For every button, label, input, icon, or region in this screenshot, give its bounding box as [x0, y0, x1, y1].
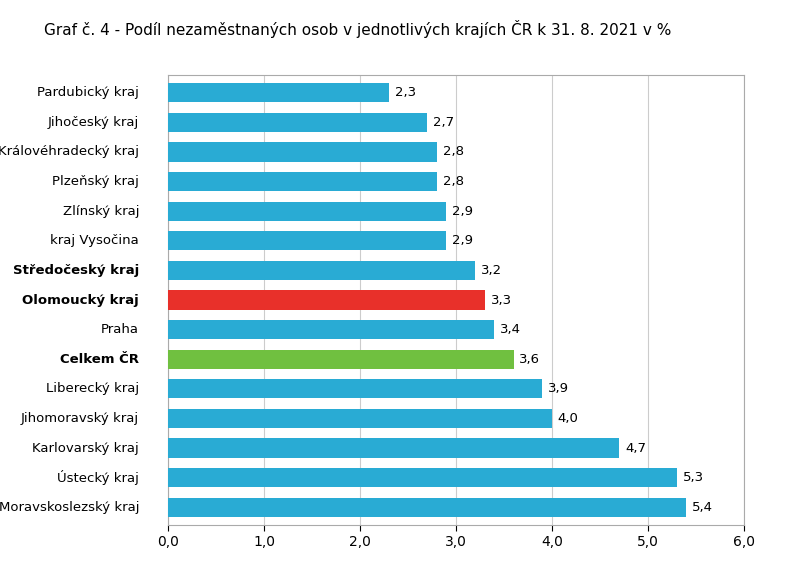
Bar — [168, 83, 389, 102]
Text: Graf č. 4 - Podíl nezaměstnaných osob v jednotlivých krajích ČR k 31. 8. 2021 v : Graf č. 4 - Podíl nezaměstnaných osob v … — [44, 20, 671, 38]
Bar — [168, 409, 552, 428]
Text: 3,4: 3,4 — [500, 323, 521, 336]
Text: 2,9: 2,9 — [452, 205, 473, 218]
Text: Jihomoravský kraj: Jihomoravský kraj — [21, 412, 139, 425]
Text: Ústecký kraj: Ústecký kraj — [58, 470, 139, 485]
Bar — [168, 261, 475, 280]
Text: 2,7: 2,7 — [433, 116, 454, 129]
Text: 3,6: 3,6 — [519, 353, 540, 366]
Text: Moravskoslezský kraj: Moravskoslezský kraj — [0, 501, 139, 514]
Text: Liberecký kraj: Liberecký kraj — [46, 383, 139, 395]
Text: Praha: Praha — [101, 323, 139, 336]
Bar — [168, 468, 677, 488]
Text: 4,7: 4,7 — [625, 441, 646, 455]
Text: kraj Vysočina: kraj Vysočina — [50, 234, 139, 248]
Text: Olomoucký kraj: Olomoucký kraj — [22, 294, 139, 306]
Bar — [168, 320, 494, 339]
Text: Celkem ČR: Celkem ČR — [60, 353, 139, 366]
Text: 2,3: 2,3 — [394, 87, 416, 99]
Bar — [168, 143, 437, 162]
Bar — [168, 379, 542, 399]
Text: 3,2: 3,2 — [481, 264, 502, 277]
Text: 3,9: 3,9 — [548, 383, 569, 395]
Text: Královéhradecký kraj: Královéhradecký kraj — [0, 145, 139, 159]
Text: Pardubický kraj: Pardubický kraj — [38, 87, 139, 99]
Text: Karlovarský kraj: Karlovarský kraj — [33, 441, 139, 455]
Text: 2,8: 2,8 — [442, 145, 463, 159]
Text: Jihočeský kraj: Jihočeský kraj — [48, 116, 139, 129]
Bar — [168, 290, 485, 310]
Bar — [168, 498, 686, 517]
Bar — [168, 231, 446, 250]
Bar — [168, 172, 437, 191]
Text: 3,3: 3,3 — [490, 294, 512, 306]
Text: Zlínský kraj: Zlínský kraj — [62, 205, 139, 218]
Text: 5,4: 5,4 — [692, 501, 713, 514]
Text: 2,9: 2,9 — [452, 234, 473, 248]
Text: Plzeňský kraj: Plzeňský kraj — [52, 175, 139, 188]
Bar — [168, 201, 446, 221]
Bar — [168, 350, 514, 369]
Bar — [168, 113, 427, 132]
Text: Středočeský kraj: Středočeský kraj — [13, 264, 139, 277]
Text: 5,3: 5,3 — [682, 471, 704, 484]
Text: 4,0: 4,0 — [558, 412, 578, 425]
Text: 2,8: 2,8 — [442, 175, 463, 188]
Bar — [168, 439, 619, 458]
